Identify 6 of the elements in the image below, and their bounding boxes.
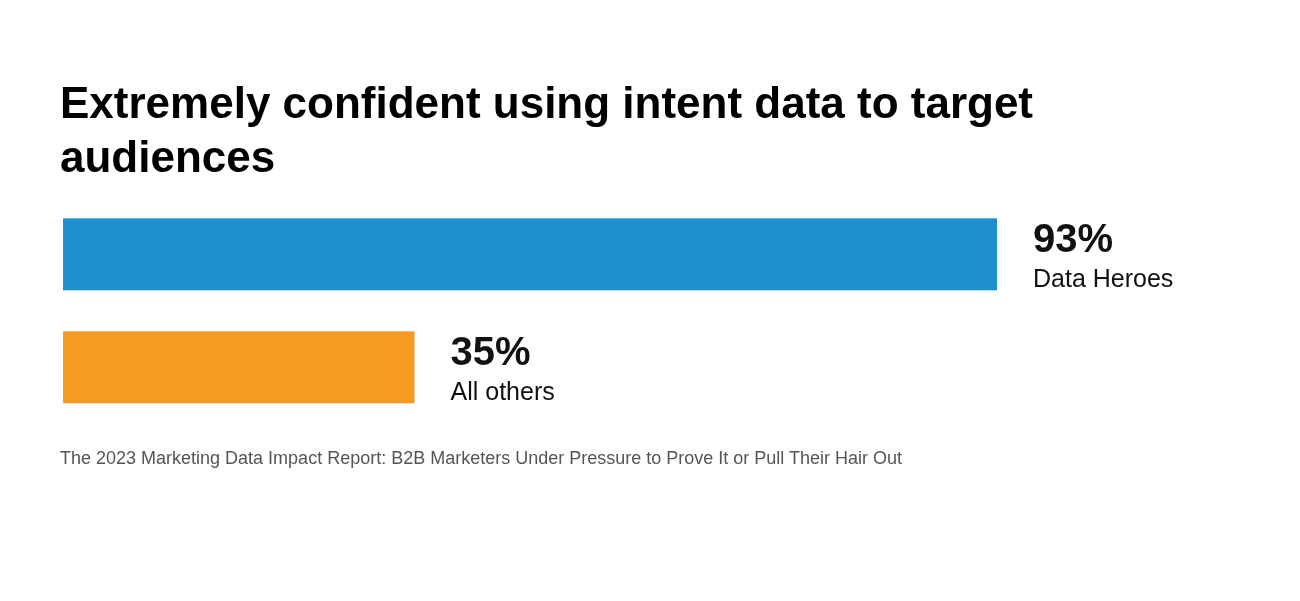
chart-title: Extremely confident using intent data to target audiences [59,77,1034,183]
series-label: Data Heroes [1033,264,1174,293]
data-label: 93% [1033,216,1114,261]
data-label: 35% [450,329,531,374]
series-label: All others [450,377,555,406]
text: The 2023 Marketing Data Impact Report: B2B Marketers Under Pressure to Prove It or Pull Their Hair Out [60,448,904,469]
